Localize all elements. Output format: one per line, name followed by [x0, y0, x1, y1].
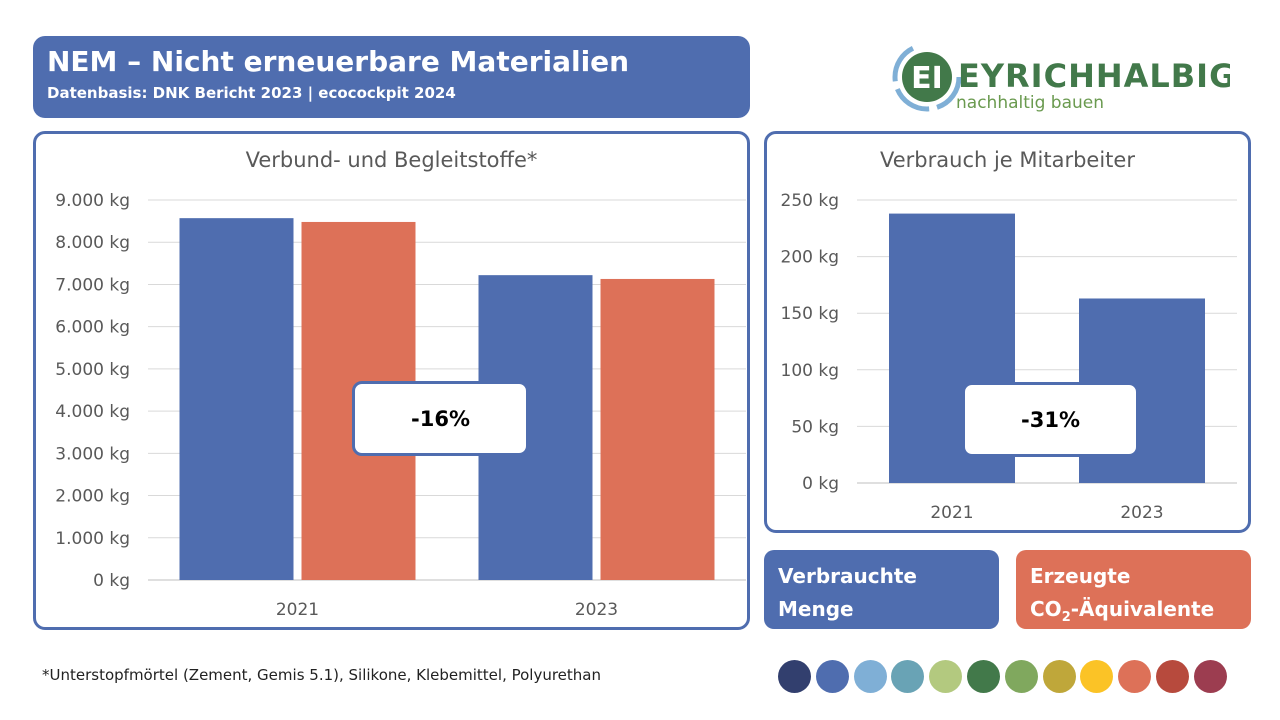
y-tick-label: 100 kg — [781, 361, 840, 381]
y-tick-label: 4.000 kg — [55, 402, 130, 422]
footnote: *Unterstopfmörtel (Zement, Gemis 5.1), S… — [42, 666, 601, 684]
chart-title: Verbund- und Begleitstoffe* — [245, 148, 538, 172]
palette-dot — [929, 660, 963, 693]
y-tick-label: 5.000 kg — [55, 360, 130, 380]
bar-2023-1 — [600, 278, 715, 580]
svg-text:EI: EI — [911, 61, 943, 96]
chart-title: Verbrauch je Mitarbeiter — [880, 148, 1135, 172]
x-tick-label: 2021 — [930, 503, 973, 523]
change-badge: -31% — [962, 382, 1139, 457]
page-title: NEM – Nicht erneuerbare Materialien — [47, 45, 630, 78]
y-tick-label: 150 kg — [781, 304, 840, 324]
y-tick-label: 0 kg — [802, 474, 839, 494]
y-tick-label: 6.000 kg — [55, 318, 130, 338]
x-tick-label: 2021 — [276, 600, 319, 620]
y-tick-label: 9.000 kg — [55, 191, 130, 211]
palette-dot — [967, 660, 1000, 693]
chart-panel-total: Verbund- und Begleitstoffe* 0 kg 1.000 kg… — [33, 131, 750, 630]
legend-consumed: Verbrauchte Menge — [764, 550, 999, 629]
palette-dot — [891, 660, 925, 693]
title-banner: NEM – Nicht erneuerbare Materialien Date… — [33, 36, 750, 118]
y-tick-label: 3.000 kg — [55, 444, 130, 464]
legend-co2-main: CO — [1030, 597, 1062, 621]
palette-dot — [1193, 660, 1227, 693]
y-tick-label: 8.000 kg — [55, 233, 130, 253]
y-tick-label: 250 kg — [781, 191, 840, 211]
x-tick-label: 2023 — [1120, 503, 1163, 523]
legend-co2-suffix: -Äquivalente — [1070, 597, 1215, 621]
y-tick-label: 200 kg — [781, 248, 840, 268]
company-logo: EI EYRICHHALBIG nachhaltig bauen — [890, 40, 1235, 115]
page-subtitle: Datenbasis: DNK Bericht 2023 | ecocockpi… — [47, 84, 456, 102]
legend-co2-prefix: Erzeugte — [1030, 564, 1131, 588]
y-tick-label: 0 kg — [93, 571, 130, 591]
legend-co2: Erzeugte CO2-Äquivalente — [1016, 550, 1251, 629]
change-badge: -16% — [352, 381, 529, 456]
bar-2021-0 — [179, 218, 294, 580]
y-tick-label: 7.000 kg — [55, 275, 130, 295]
x-tick-label: 2023 — [575, 600, 618, 620]
svg-text:nachhaltig bauen: nachhaltig bauen — [956, 93, 1104, 113]
y-tick-label: 2.000 kg — [55, 487, 130, 507]
legend-co2-sub: 2 — [1061, 610, 1071, 625]
palette-dot — [1042, 660, 1076, 693]
palette-dot — [778, 660, 811, 693]
palette-dot — [1080, 660, 1114, 693]
palette-dot — [1004, 660, 1038, 693]
chart-per-employee: 0 kg 50 kg 100 kg 150 kg 200 kg 250 kg 2021 202… — [781, 191, 1237, 523]
y-tick-label: 1.000 kg — [55, 529, 130, 549]
chart-panel-per-employee: Verbrauch je Mitarbeiter 0 kg 50 kg 100 kg… — [764, 131, 1251, 533]
y-tick-label: 50 kg — [791, 417, 839, 437]
svg-text:EYRICHHALBIG: EYRICHHALBIG — [958, 57, 1230, 95]
palette-dot — [815, 660, 849, 693]
palette-dot — [853, 660, 887, 693]
palette-dot — [1156, 660, 1189, 693]
palette-dot — [1118, 660, 1152, 693]
